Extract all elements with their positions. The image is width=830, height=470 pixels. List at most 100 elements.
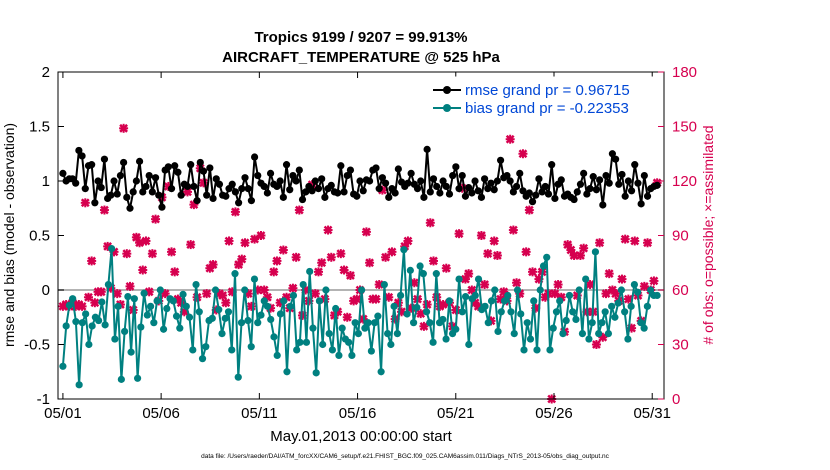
obs-assimilated-marker bbox=[240, 238, 250, 248]
obs-assimilated-marker bbox=[237, 254, 247, 264]
rmse-point bbox=[327, 181, 335, 189]
rmse-point bbox=[266, 169, 275, 177]
y-right-tick-label: 30 bbox=[672, 337, 689, 354]
rmse-point bbox=[88, 161, 96, 169]
bias-point bbox=[439, 315, 447, 324]
rmse-point bbox=[346, 166, 355, 174]
rmse-point bbox=[72, 179, 80, 187]
bias-point bbox=[393, 330, 401, 338]
rmse-point bbox=[413, 185, 422, 193]
obs-assimilated-marker bbox=[518, 149, 528, 159]
obs-assimilated-marker bbox=[288, 283, 298, 293]
obs-assimilated-marker bbox=[441, 263, 451, 273]
bias-point bbox=[276, 310, 285, 318]
bias-point bbox=[367, 347, 375, 355]
rmse-point bbox=[506, 177, 514, 185]
rmse-point bbox=[308, 187, 316, 195]
bias-point bbox=[306, 267, 314, 276]
rmse-point bbox=[222, 192, 230, 200]
bias-point bbox=[591, 248, 600, 256]
rmse-point bbox=[433, 182, 441, 191]
bias-point bbox=[432, 270, 440, 278]
bias-point bbox=[442, 335, 450, 343]
bias-point bbox=[137, 323, 145, 331]
rmse-point bbox=[164, 163, 172, 171]
obs-assimilated-marker bbox=[591, 340, 601, 349]
bias-point bbox=[419, 270, 427, 278]
bias-point bbox=[75, 381, 83, 389]
rmse-point bbox=[484, 185, 492, 193]
bias-point bbox=[169, 297, 177, 305]
bias-point bbox=[497, 308, 505, 316]
obs-assimilated-marker bbox=[585, 280, 595, 290]
bias-point bbox=[211, 286, 220, 294]
bias-point bbox=[474, 275, 483, 283]
bias-point bbox=[517, 310, 525, 318]
rmse-point bbox=[151, 174, 160, 182]
bias-point bbox=[481, 302, 489, 310]
obs-assimilated-marker bbox=[294, 205, 304, 215]
rmse-point bbox=[391, 189, 399, 197]
rmse-point bbox=[385, 193, 393, 201]
bias-series-line bbox=[61, 248, 658, 385]
obs-assimilated-marker bbox=[208, 260, 218, 270]
bias-point bbox=[491, 286, 499, 294]
bias-point bbox=[585, 335, 593, 343]
rmse-point bbox=[442, 182, 450, 191]
bias-point bbox=[513, 286, 522, 294]
bias-point bbox=[72, 318, 80, 326]
rmse-point bbox=[199, 167, 208, 175]
bias-point bbox=[231, 270, 239, 278]
rmse-point bbox=[126, 204, 134, 212]
obs-assimilated-marker bbox=[620, 234, 630, 244]
y-right-tick-label: 0 bbox=[672, 391, 680, 408]
rmse-point bbox=[254, 171, 262, 180]
rmse-point bbox=[81, 185, 89, 193]
bias-point bbox=[260, 297, 268, 305]
obs-assimilated-marker bbox=[361, 227, 371, 237]
rmse-point bbox=[586, 185, 594, 193]
bias-point bbox=[82, 310, 90, 318]
rmse-point bbox=[458, 171, 466, 180]
bias-point bbox=[387, 340, 395, 349]
y-right-tick-label: 150 bbox=[672, 119, 697, 136]
bias-point bbox=[371, 319, 379, 327]
rmse-point bbox=[343, 171, 351, 180]
rmse-point bbox=[608, 150, 616, 158]
obs-assimilated-marker bbox=[352, 294, 362, 304]
bias-point bbox=[108, 244, 116, 253]
bias-point bbox=[185, 313, 194, 321]
bias-point bbox=[595, 330, 603, 338]
bias-point bbox=[172, 312, 181, 320]
obs-assimilated-marker bbox=[563, 240, 573, 250]
rmse-point bbox=[318, 175, 326, 183]
bias-point bbox=[195, 308, 203, 316]
bias-point bbox=[637, 319, 645, 327]
obs-assimilated-marker bbox=[230, 207, 240, 217]
rmse-point bbox=[509, 188, 517, 196]
rmse-point bbox=[538, 188, 546, 196]
obs-assimilated-marker bbox=[643, 238, 653, 248]
bias-point bbox=[299, 280, 307, 289]
bias-point bbox=[286, 302, 294, 310]
obs-assimilated-marker bbox=[99, 205, 109, 215]
rmse-point bbox=[260, 182, 268, 191]
rmse-point bbox=[78, 152, 86, 160]
bias-point bbox=[647, 286, 655, 294]
bias-point bbox=[348, 351, 356, 359]
bias-point bbox=[578, 330, 587, 338]
rmse-point bbox=[171, 162, 179, 170]
bias-point bbox=[192, 280, 200, 289]
bias-point bbox=[608, 302, 616, 310]
rmse-point bbox=[356, 177, 364, 185]
rmse-point bbox=[589, 173, 597, 181]
obs-assimilated-marker bbox=[141, 236, 151, 246]
bias-point bbox=[630, 280, 638, 289]
bias-point bbox=[627, 302, 635, 310]
bias-point bbox=[484, 319, 492, 327]
obs-assimilated-marker bbox=[336, 249, 346, 259]
obs-assimilated-marker bbox=[198, 178, 208, 188]
bias-point bbox=[530, 297, 538, 305]
rmse-point bbox=[177, 191, 185, 199]
bias-point bbox=[98, 298, 106, 306]
